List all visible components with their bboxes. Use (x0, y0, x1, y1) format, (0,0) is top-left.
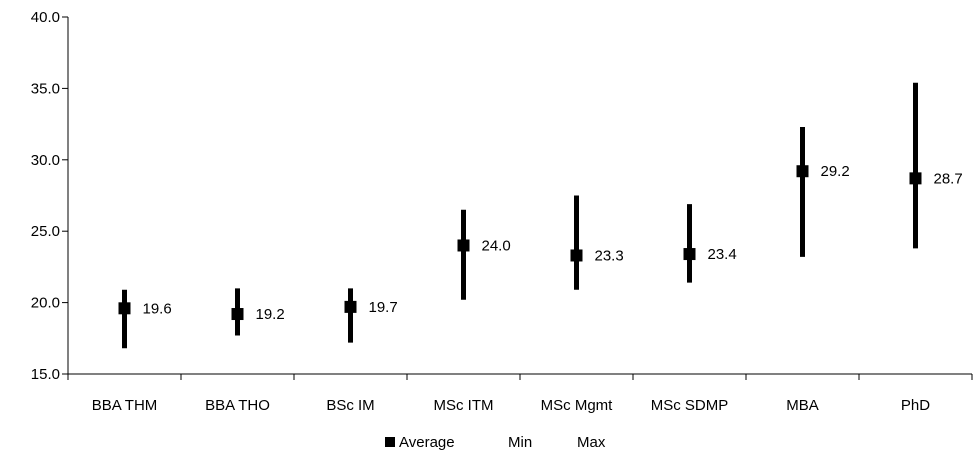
x-tick-label: MSc SDMP (651, 397, 729, 414)
markers (118, 165, 922, 321)
legend: Average Min Max (385, 434, 606, 451)
x-axis: BBA THM BBA THO BSc IM MSc ITM MSc Mgmt MSc S… (67, 373, 973, 414)
x-tick-label: BBA THM (92, 397, 158, 414)
x-tick-label: BSc IM (326, 397, 374, 414)
y-tick-label: 20.0 (31, 295, 60, 312)
data-label: 23.3 (595, 247, 624, 264)
error-bars (122, 82, 918, 349)
y-axis: 15.0 20.0 25.0 30.0 35.0 40.0 (31, 9, 69, 383)
y-tick-label: 40.0 (31, 9, 60, 26)
legend-max-label: Max (577, 434, 606, 451)
average-marker (909, 172, 922, 185)
x-tick-label: MSc ITM (434, 397, 494, 414)
legend-average-marker (385, 437, 395, 447)
average-marker (231, 308, 244, 321)
x-tick-label: PhD (901, 397, 930, 414)
y-tick-label: 15.0 (31, 366, 60, 383)
y-tick-label: 25.0 (31, 223, 60, 240)
average-marker (344, 300, 357, 313)
average-marker (683, 248, 696, 261)
x-tick-label: MBA (786, 397, 819, 414)
data-label: 19.2 (256, 306, 285, 323)
average-marker (118, 302, 131, 315)
average-marker (570, 249, 583, 262)
average-marker (457, 239, 470, 252)
data-labels: 19.6 19.2 19.7 24.0 23.3 23.4 29.2 28.7 (143, 163, 963, 323)
average-marker (796, 165, 809, 178)
x-tick-label: MSc Mgmt (541, 397, 614, 414)
data-label: 24.0 (482, 237, 511, 254)
data-label: 19.6 (143, 300, 172, 317)
x-tick-label: BBA THO (205, 397, 270, 414)
data-label: 28.7 (934, 170, 963, 187)
legend-min-label: Min (508, 434, 532, 451)
data-label: 23.4 (708, 246, 737, 263)
legend-average-label: Average (399, 434, 455, 451)
data-label: 19.7 (369, 299, 398, 316)
y-tick-label: 30.0 (31, 152, 60, 169)
y-tick-label: 35.0 (31, 80, 60, 97)
data-label: 29.2 (821, 163, 850, 180)
